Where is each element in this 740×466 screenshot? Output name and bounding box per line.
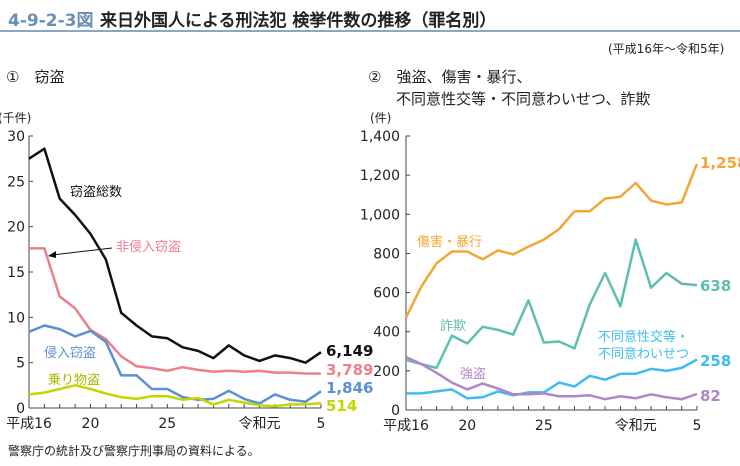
- series-name-label: 強盗: [460, 366, 486, 382]
- annotation-arrow: [51, 247, 113, 256]
- y-tick-label: 0: [391, 403, 400, 419]
- y-tick-label: 400: [373, 325, 400, 341]
- series-line: [405, 356, 698, 401]
- series-name-label: 不同意性交等・: [598, 329, 689, 345]
- end-value-label: 258: [700, 352, 731, 370]
- series-name-label: 不同意わいせつ: [598, 346, 689, 362]
- end-value-label: 1,258: [700, 154, 740, 172]
- period-note: (平成16年～令和5年): [608, 42, 725, 56]
- series-line: [404, 163, 699, 319]
- source-note: 警察庁の統計及び警察庁刑事局の資料による。: [8, 444, 260, 458]
- series-line: [406, 358, 698, 400]
- series-line: [29, 247, 322, 375]
- y-axis-unit-label: (千件): [0, 111, 31, 125]
- series-name-label: 詐欺: [440, 318, 466, 334]
- y-tick-label: 600: [373, 286, 400, 302]
- x-tick-label: 25: [158, 416, 176, 432]
- y-tick-label: 1,000: [360, 207, 400, 223]
- arrow-head-icon: [48, 251, 56, 258]
- title-divider: [0, 30, 740, 32]
- series-line: [28, 324, 322, 405]
- y-tick-label: 1,200: [360, 168, 400, 184]
- figure-number: 4-9-2-3図: [8, 11, 94, 31]
- end-value-label: 82: [700, 387, 721, 405]
- figure-title: 来日外国人による刑法犯 検挙件数の推移（罪名別）: [100, 11, 497, 31]
- end-value-label: 6,149: [326, 342, 373, 360]
- series-line: [28, 384, 322, 408]
- y-tick-label: 20: [7, 220, 25, 236]
- y-tick-label: 15: [7, 265, 25, 281]
- series-line: [28, 147, 322, 364]
- y-tick-label: 1,400: [360, 129, 400, 145]
- x-tick-label: 20: [458, 418, 476, 434]
- y-tick-label: 200: [373, 364, 400, 380]
- end-value-label: 638: [700, 277, 731, 295]
- x-tick-label: 5: [317, 416, 326, 432]
- y-tick-label: 10: [7, 310, 25, 326]
- y-tick-label: 30: [7, 129, 25, 145]
- series-name-label: 侵入窃盗: [44, 345, 96, 361]
- panel-2-label-line2: 不同意性交等・不同意わいせつ、詐欺: [396, 90, 651, 108]
- end-value-label: 514: [326, 397, 357, 415]
- x-tick-label: 25: [535, 418, 553, 434]
- series-line: [405, 238, 698, 370]
- end-value-label: 1,846: [326, 379, 373, 397]
- y-tick-label: 800: [373, 246, 400, 262]
- x-tick-label: 平成16: [6, 416, 52, 432]
- panel-1-label: ① 窃盗: [6, 68, 65, 86]
- x-tick-label: 令和元: [615, 418, 657, 434]
- y-tick-label: 25: [7, 174, 25, 190]
- series-name-label: 非侵入窃盗: [116, 239, 181, 255]
- series-name-label: 窃盗総数: [70, 184, 122, 200]
- series-name-label: 傷害・暴行: [417, 234, 482, 250]
- y-axis-unit-label: (件): [370, 111, 391, 125]
- x-tick-label: 平成16: [383, 418, 429, 434]
- y-tick-label: 5: [16, 356, 25, 372]
- series-name-label: 乗り物盗: [48, 372, 100, 388]
- x-tick-label: 5: [693, 418, 702, 434]
- end-value-label: 3,789: [326, 361, 373, 379]
- x-tick-label: 令和元: [239, 416, 281, 432]
- x-tick-label: 20: [82, 416, 100, 432]
- panel-2-label-line1: ② 強盗、傷害・暴行、: [368, 68, 532, 86]
- y-tick-label: 0: [16, 401, 25, 417]
